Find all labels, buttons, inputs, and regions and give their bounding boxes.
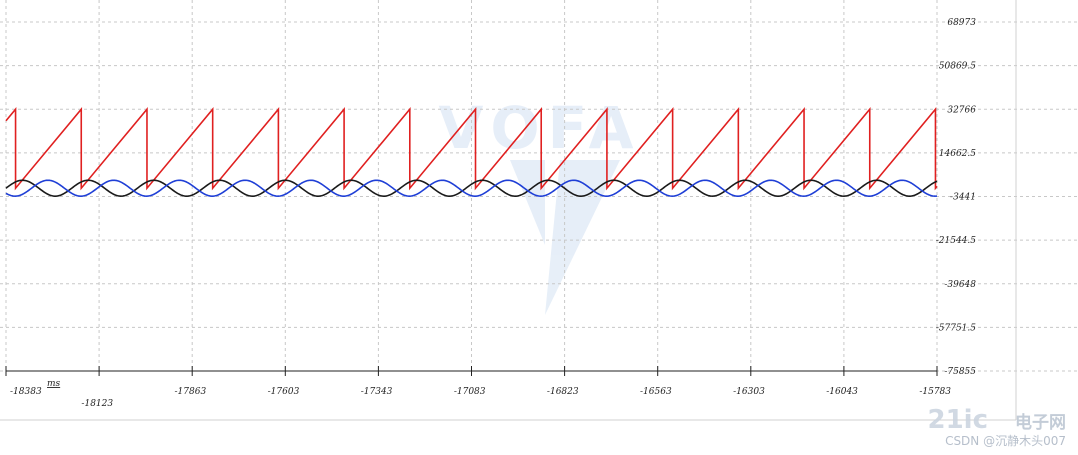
x-tick-label-4: -17343 bbox=[361, 387, 393, 397]
vofa-watermark-logo: VOFA bbox=[438, 94, 641, 315]
y-tick-label-3: 14662.5 bbox=[939, 149, 976, 159]
x-tick-label-8: -16303 bbox=[733, 387, 765, 397]
csdn-watermark-credit: CSDN @沉静木头007 bbox=[945, 434, 1066, 448]
grid-lines bbox=[0, 0, 1078, 421]
y-tick-label-8: -75855 bbox=[944, 367, 976, 377]
series-line-1 bbox=[5, 179, 938, 197]
vofa-watermark-text: VOFA bbox=[438, 94, 641, 162]
x-tick-label-9: -16043 bbox=[826, 387, 858, 397]
series-line-0 bbox=[5, 107, 938, 191]
x-tick-label-5: -17083 bbox=[454, 387, 486, 397]
x-tick-label-10: -15783 bbox=[919, 387, 951, 397]
x-tick-label-2: -17863 bbox=[175, 387, 207, 397]
y-tick-label-0: 68973 bbox=[947, 18, 976, 28]
x-tick-label-3: -17603 bbox=[268, 387, 300, 397]
corner-watermark-logo: 21ic bbox=[927, 405, 988, 435]
x-unit-label: ms bbox=[47, 379, 61, 389]
y-tick-label-5: -21544.5 bbox=[936, 236, 977, 246]
y-axis-labels: 68973 50869.5 32766 14662.5 -3441 -21544.5 -39… bbox=[936, 18, 977, 377]
x-axis-labels: -18383 -18123 -17863 -17603 -17343 -17083 -168… bbox=[10, 387, 951, 409]
y-tick-label-2: 32766 bbox=[947, 105, 976, 115]
series-layer bbox=[5, 107, 938, 197]
x-tick-label-6: -16823 bbox=[547, 387, 579, 397]
y-tick-label-7: -57751.5 bbox=[936, 323, 977, 333]
x-tick-label-7: -16563 bbox=[640, 387, 672, 397]
y-tick-label-6: -39648 bbox=[944, 280, 976, 290]
corner-watermark-brand: 电子网 bbox=[1015, 413, 1066, 433]
x-tick-label-0: -18383 bbox=[10, 387, 42, 397]
x-tick-label-1: -18123 bbox=[81, 399, 113, 409]
y-tick-label-4: -3441 bbox=[950, 193, 976, 203]
y-tick-label-1: 50869.5 bbox=[939, 62, 976, 72]
x-axis bbox=[5, 366, 938, 376]
series-line-2 bbox=[5, 179, 938, 197]
